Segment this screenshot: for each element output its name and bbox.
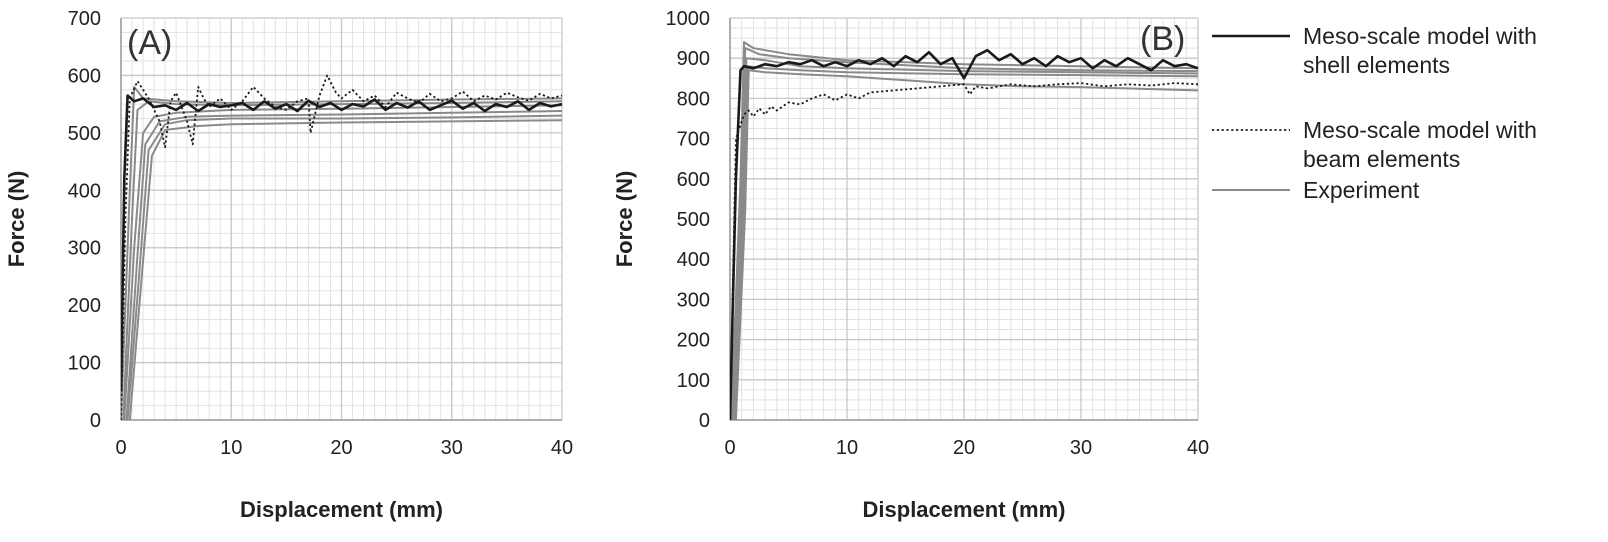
panel-label: (A) <box>127 24 172 62</box>
x-tick-label: 10 <box>836 437 858 459</box>
x-tick-label: 20 <box>330 437 352 459</box>
series-line-experiment <box>731 47 1199 420</box>
y-tick-label: 500 <box>677 209 710 231</box>
x-tick-label: 20 <box>953 437 975 459</box>
y-tick-label: 900 <box>677 48 710 70</box>
x-tick-label: 30 <box>441 437 463 459</box>
y-tick-label: 100 <box>677 370 710 392</box>
series-line-experiment <box>732 57 1199 420</box>
y-tick-label: 0 <box>90 410 101 432</box>
series-line-experiment <box>121 85 563 420</box>
y-tick-label: 600 <box>68 65 101 87</box>
series-line-experiment <box>730 41 1199 420</box>
x-axis-title: Displacement (mm) <box>863 497 1066 522</box>
x-tick-label: 40 <box>551 437 573 459</box>
series-line-experiment <box>126 114 563 420</box>
x-tick-label: 30 <box>1070 437 1092 459</box>
y-tick-label: 500 <box>68 123 101 145</box>
x-tick-label: 0 <box>724 437 735 459</box>
legend-label: Meso-scale model with <box>1303 23 1537 49</box>
panel-label: (B) <box>1140 20 1185 58</box>
series-line-beam <box>730 82 1199 420</box>
legend-label-continued: beam elements <box>1303 146 1460 172</box>
chart-panel-a: 0 10 20 30 400100200300400500600700(A)Displa… <box>4 8 573 522</box>
series-line-experiment <box>734 69 1199 420</box>
legend-label-continued: shell elements <box>1303 52 1450 78</box>
y-axis-title: Force (N) <box>612 171 637 268</box>
series-line-shell <box>730 48 1199 420</box>
legend-label: Meso-scale model with <box>1303 117 1537 143</box>
y-tick-label: 100 <box>68 353 101 375</box>
y-tick-label: 200 <box>68 295 101 317</box>
y-tick-label: 400 <box>677 249 710 271</box>
y-tick-label: 800 <box>677 88 710 110</box>
series-line-experiment <box>123 104 563 420</box>
series-line-shell <box>121 94 563 392</box>
y-tick-label: 0 <box>699 410 710 432</box>
series-line-beam <box>121 74 563 420</box>
x-tick-label: 10 <box>220 437 242 459</box>
y-axis-title: Force (N) <box>4 171 29 268</box>
series-line-experiment <box>733 65 1199 420</box>
series-line-experiment <box>128 119 563 420</box>
x-axis-title: Displacement (mm) <box>240 497 443 522</box>
y-tick-label: 600 <box>677 169 710 191</box>
y-tick-label: 400 <box>68 180 101 202</box>
legend-label: Experiment <box>1303 177 1420 203</box>
y-tick-label: 300 <box>68 238 101 260</box>
y-tick-label: 700 <box>68 8 101 30</box>
x-tick-label: 40 <box>1187 437 1209 459</box>
y-tick-label: 700 <box>677 129 710 151</box>
y-tick-label: 300 <box>677 289 710 311</box>
series-line-experiment <box>125 110 563 420</box>
y-tick-label: 200 <box>677 330 710 352</box>
x-tick-label: 0 <box>115 437 126 459</box>
y-tick-label: 1000 <box>666 8 711 30</box>
chart-panel-b: 0 10 20 30 400100200300400500600700800900100… <box>612 8 1209 522</box>
legend: Meso-scale model with shell elements Meso-… <box>1212 23 1537 203</box>
